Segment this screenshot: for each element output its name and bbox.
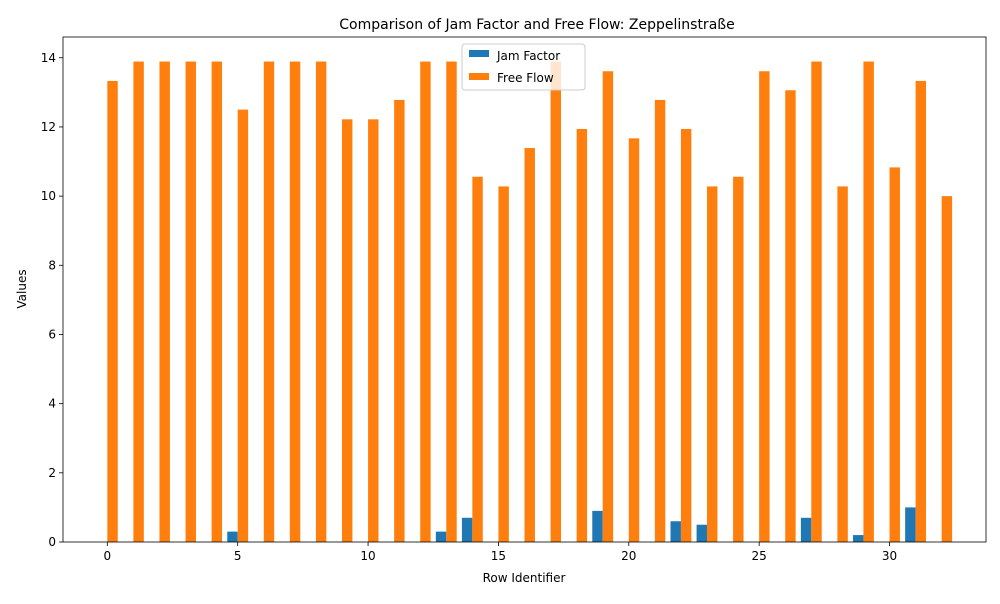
bar-jam-factor-31 xyxy=(905,507,916,542)
y-axis-label: Values xyxy=(15,269,29,308)
x-axis: 0 5 10 15 20 25 30 xyxy=(104,542,897,563)
bar-free-flow-14 xyxy=(472,176,483,543)
bar-free-flow-13 xyxy=(446,61,457,543)
x-axis-label: Row Identifier xyxy=(483,571,566,585)
bar-free-flow-15 xyxy=(498,186,509,543)
bar-free-flow-31 xyxy=(915,80,927,543)
bar-free-flow-18 xyxy=(576,129,588,542)
bar-free-flow-22 xyxy=(680,129,692,542)
legend: Jam Factor Free Flow xyxy=(461,43,586,91)
bar-free-flow-29 xyxy=(863,61,874,543)
legend-swatch-free-flow xyxy=(469,73,489,80)
x-tick-label: 25 xyxy=(752,549,767,563)
bar-free-flow-0 xyxy=(107,80,118,543)
legend-box xyxy=(461,43,586,91)
bar-free-flow-12 xyxy=(420,61,431,543)
legend-label-jam-factor: Jam Factor xyxy=(496,49,560,63)
bar-free-flow-7 xyxy=(289,61,301,543)
y-axis: 0 2 4 6 8 10 12 14 xyxy=(41,51,63,549)
y-tick-label: 0 xyxy=(48,535,56,549)
bar-jam-factor-13 xyxy=(435,531,447,542)
x-tick-label: 20 xyxy=(621,549,636,563)
x-tick-label: 30 xyxy=(882,549,897,563)
bar-free-flow-30 xyxy=(889,167,900,542)
bar-free-flow-5 xyxy=(237,109,249,542)
legend-label-free-flow: Free Flow xyxy=(497,71,554,85)
bar-jam-factor-29 xyxy=(853,535,864,542)
bar-free-flow-4 xyxy=(211,61,223,543)
bar-free-flow-11 xyxy=(394,99,405,542)
chart-title: Comparison of Jam Factor and Free Flow: … xyxy=(339,17,734,33)
bar-free-flow-25 xyxy=(759,71,770,543)
x-tick-label: 10 xyxy=(360,549,375,563)
y-tick-label: 14 xyxy=(41,51,56,65)
bar-free-flow-3 xyxy=(185,61,196,543)
bar-free-flow-17 xyxy=(550,61,561,543)
bar-free-flow-16 xyxy=(524,148,535,542)
bar-jam-factor-27 xyxy=(800,517,812,542)
bar-jam-factor-5 xyxy=(227,531,238,542)
bar-jam-factor-14 xyxy=(461,517,473,542)
bar-free-flow-23 xyxy=(707,186,718,543)
bar-free-flow-6 xyxy=(263,61,275,543)
x-tick-label: 5 xyxy=(234,549,242,563)
bar-free-flow-28 xyxy=(837,186,848,543)
legend-swatch-jam-factor xyxy=(469,50,489,57)
bar-jam-factor-19 xyxy=(592,510,603,542)
bar-free-flow-20 xyxy=(628,138,640,542)
x-tick-label: 0 xyxy=(104,549,112,563)
bar-jam-factor-22 xyxy=(670,521,681,542)
y-tick-label: 8 xyxy=(48,258,56,272)
plot-frame xyxy=(62,36,987,543)
y-tick-label: 4 xyxy=(48,397,56,411)
bars-group xyxy=(107,61,953,543)
x-tick-label: 15 xyxy=(491,549,506,563)
bar-free-flow-1 xyxy=(133,61,144,543)
bar-free-flow-21 xyxy=(654,99,666,542)
bar-free-flow-2 xyxy=(159,61,170,543)
y-tick-label: 6 xyxy=(48,327,56,341)
y-tick-label: 12 xyxy=(41,120,56,134)
bar-free-flow-26 xyxy=(785,90,796,543)
bar-free-flow-24 xyxy=(733,176,744,543)
bar-free-flow-9 xyxy=(341,119,353,542)
bar-free-flow-19 xyxy=(602,71,614,543)
bar-free-flow-32 xyxy=(941,196,953,543)
bar-free-flow-8 xyxy=(315,61,327,543)
bar-jam-factor-23 xyxy=(696,524,708,542)
bar-free-flow-27 xyxy=(811,61,822,543)
bar-free-flow-10 xyxy=(368,119,379,542)
y-tick-label: 2 xyxy=(48,466,56,480)
y-tick-label: 10 xyxy=(41,189,56,203)
